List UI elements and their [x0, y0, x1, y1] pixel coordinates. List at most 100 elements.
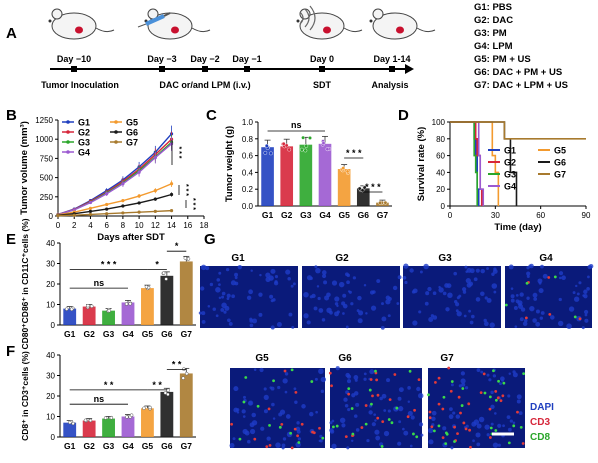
panel-label-a: A	[6, 25, 17, 42]
day-label-minus2: Day −2	[190, 54, 219, 64]
y-tick-label: 0	[441, 202, 446, 211]
dapi-nucleus	[259, 367, 264, 373]
dapi-nucleus	[526, 274, 530, 279]
dapi-nucleus	[432, 291, 437, 296]
dapi-nucleus	[588, 263, 594, 269]
dapi-nucleus	[386, 378, 391, 383]
dapi-nucleus	[398, 406, 404, 412]
dapi-nucleus	[314, 377, 318, 381]
dapi-nucleus	[483, 318, 487, 323]
dapi-nucleus	[318, 308, 324, 313]
dapi-nucleus	[365, 312, 368, 315]
dapi-nucleus	[198, 311, 202, 315]
microscopy-image-g2	[302, 265, 402, 330]
y-tick-label: 0	[51, 433, 56, 442]
dapi-nucleus	[475, 268, 480, 273]
dapi-nucleus	[478, 416, 485, 423]
dapi-nucleus	[228, 321, 233, 326]
dapi-nucleus	[223, 310, 227, 314]
cd8-signal	[297, 441, 301, 444]
dapi-nucleus	[200, 286, 205, 291]
microscopy-image-g6	[328, 366, 424, 450]
dapi-nucleus	[309, 295, 313, 299]
dapi-nucleus	[392, 285, 398, 291]
cd8-signal	[415, 435, 419, 439]
dapi-nucleus	[250, 269, 253, 272]
dapi-nucleus	[398, 420, 402, 424]
dapi-nucleus	[424, 301, 429, 306]
dapi-nucleus	[212, 307, 216, 311]
data-point	[263, 150, 268, 155]
cd8-signal	[573, 315, 577, 319]
dapi-nucleus	[458, 384, 462, 388]
dapi-nucleus	[296, 421, 300, 425]
cd3-signal	[230, 422, 233, 426]
dapi-nucleus	[319, 434, 323, 438]
chart-tumor-weight: 0.0 0.2 0.4 0.6 0.8 1.0 Tumor weight (g) G1 G2 G3…	[224, 118, 392, 220]
cd3-signal	[516, 410, 519, 414]
group-legend: G1: PBS G2: DAC G3: PM G4: LPM G5: PM + …	[474, 2, 568, 91]
dapi-nucleus	[274, 275, 279, 279]
mouse-eye	[296, 19, 300, 23]
dapi-nucleus	[379, 396, 383, 401]
dapi-nucleus	[497, 443, 501, 447]
dapi-nucleus	[403, 263, 409, 269]
x-tick-label: 16	[183, 221, 192, 230]
dapi-nucleus	[558, 271, 564, 276]
dapi-nucleus	[265, 276, 271, 283]
tumor-mark	[323, 26, 331, 34]
x-tick-label-g2: G2	[83, 441, 95, 451]
y-tick-label: 0	[51, 321, 56, 330]
mouse-tail	[95, 27, 115, 33]
bar-g1	[63, 422, 77, 437]
cd3-signal	[457, 395, 461, 399]
dapi-nucleus	[329, 421, 333, 425]
dapi-nucleus	[355, 402, 360, 407]
dapi-nucleus	[285, 269, 291, 275]
dapi-nucleus	[225, 267, 230, 272]
legend-label-g5: G5	[126, 118, 138, 128]
dapi-nucleus	[273, 281, 279, 286]
x-tick-label: 14	[167, 221, 176, 230]
dapi-nucleus	[320, 376, 327, 383]
cd3-signal	[428, 410, 432, 414]
dapi-nucleus	[512, 372, 518, 378]
dapi-nucleus	[407, 400, 411, 404]
cd8-signal	[442, 395, 446, 399]
data-point	[137, 201, 141, 205]
dapi-nucleus	[509, 419, 513, 423]
chart-tumor-volume: 0 250 500 750 1000 1250 0 2 4 6 8 10 12 14 16 18 Days af…	[19, 116, 209, 243]
timeline-ticks	[71, 66, 395, 72]
dapi-nucleus	[499, 382, 502, 386]
dapi-nucleus	[515, 294, 519, 297]
dapi-nucleus	[456, 311, 462, 317]
panel-label-b: B	[6, 107, 17, 124]
dapi-nucleus	[452, 411, 456, 415]
cd3-signal	[253, 437, 257, 441]
dapi-nucleus	[259, 273, 262, 277]
dapi-nucleus	[381, 316, 387, 322]
y-axis-label: CD8⁺ in CD3⁺cells (%)	[20, 351, 30, 441]
dapi-nucleus	[318, 368, 324, 375]
dapi-nucleus	[425, 291, 430, 296]
stain-label-cd8: CD8	[530, 432, 550, 443]
series-line-g7	[57, 209, 172, 217]
dapi-nucleus	[476, 423, 482, 429]
dapi-nucleus	[475, 297, 481, 302]
dapi-nucleus	[508, 372, 512, 376]
dapi-nucleus	[381, 393, 387, 399]
mouse-tail	[343, 27, 363, 33]
dapi-nucleus	[221, 302, 227, 309]
dapi-nucleus	[420, 433, 424, 437]
dapi-nucleus	[220, 308, 225, 312]
y-tick-label: 100	[432, 118, 446, 127]
legend-g4: G4: LPM	[474, 41, 513, 52]
dapi-nucleus	[218, 283, 221, 286]
dapi-nucleus	[446, 283, 452, 289]
dapi-nucleus	[568, 306, 575, 312]
series-line-g6	[57, 193, 172, 216]
mouse-ear	[51, 8, 63, 20]
data-point	[105, 207, 109, 211]
